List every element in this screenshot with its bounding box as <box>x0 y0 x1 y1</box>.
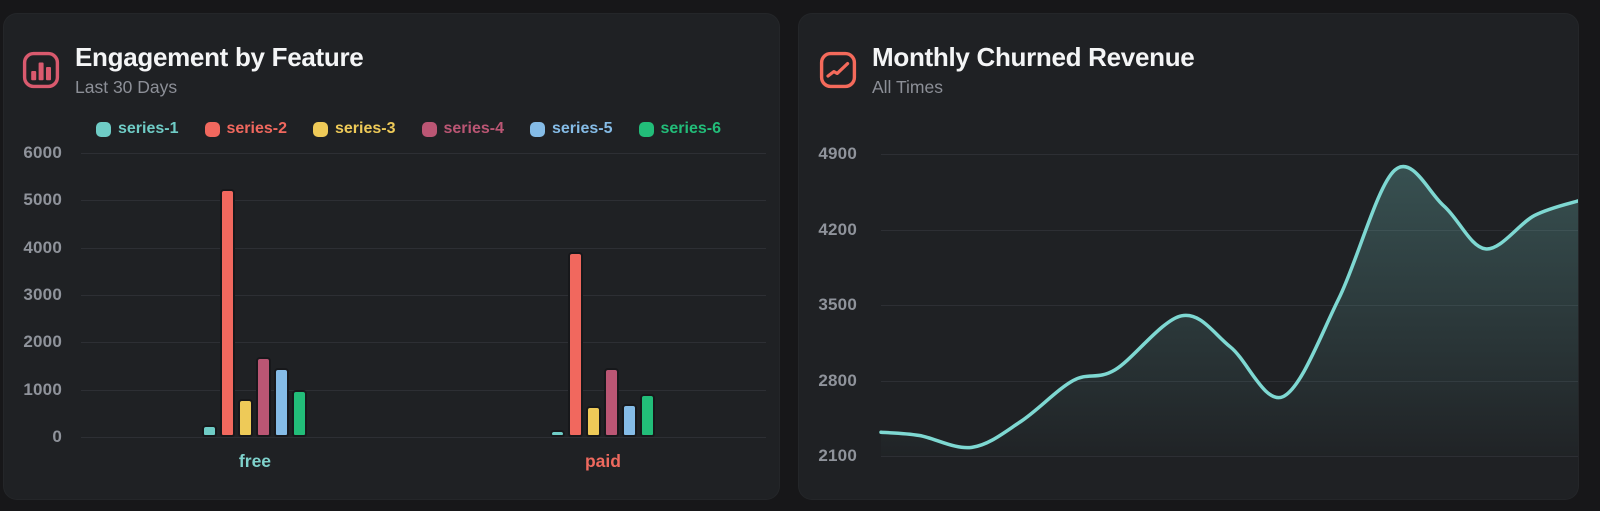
bar-series-6-free[interactable] <box>292 389 308 437</box>
y-axis-labels: 0 1000 2000 3000 4000 5000 6000 <box>4 143 62 446</box>
bar-series-2-free[interactable] <box>220 188 236 437</box>
revenue-area-chart <box>879 164 1578 456</box>
bar-series-5-free[interactable] <box>274 368 290 437</box>
legend: series-1 series-2 series-3 series-4 series-5… <box>96 120 721 138</box>
legend-label: series-5 <box>552 120 613 137</box>
churned-revenue-card-titles: Monthly Churned Revenue All Times <box>872 42 1195 98</box>
card-subtitle: All Times <box>872 76 943 97</box>
card-subtitle: Last 30 Days <box>75 76 178 97</box>
legend-swatch-series-6 <box>638 121 654 137</box>
legend-item-series-3[interactable]: series-3 <box>313 120 396 138</box>
card-title: Monthly Churned Revenue <box>872 42 1195 72</box>
bar-series-2-paid[interactable] <box>568 252 584 437</box>
y-axis-labels: 2100 2800 3500 4200 4900 <box>799 144 857 465</box>
bar-plot[interactable]: free paid <box>81 153 766 471</box>
gridline-5000 <box>81 200 766 202</box>
legend-label: series-3 <box>335 120 396 137</box>
churned-revenue-card-header: Monthly Churned Revenue All Times <box>819 42 1195 98</box>
card-title: Engagement by Feature <box>75 42 364 72</box>
y-tick-label: 4900 <box>818 144 857 163</box>
legend-item-series-5[interactable]: series-5 <box>530 120 613 138</box>
gridline-0 <box>81 437 766 438</box>
legend-swatch-series-2 <box>204 121 220 137</box>
y-tick-label: 0 <box>52 427 62 446</box>
bar-series-1-free[interactable] <box>202 425 218 437</box>
gridline-3500 <box>881 305 1578 306</box>
bar-series-4-free[interactable] <box>256 356 272 437</box>
gridline-2100 <box>881 456 1578 457</box>
legend-item-series-6[interactable]: series-6 <box>638 120 722 138</box>
legend-label: series-6 <box>660 120 722 137</box>
gridline-2000 <box>81 342 766 344</box>
legend-item-series-4[interactable]: series-4 <box>421 120 505 138</box>
gridline-4000 <box>81 247 766 249</box>
engagement-card-titles: Engagement by Feature Last 30 Days <box>75 42 364 98</box>
legend-label: series-2 <box>226 120 288 137</box>
legend-swatch-series-4 <box>421 121 437 137</box>
y-tick-label: 3000 <box>23 285 62 304</box>
legend-swatch-series-1 <box>96 121 111 137</box>
legend-label: series-4 <box>443 120 505 137</box>
churned-revenue-card: Monthly Churned Revenue All Times 2100 28… <box>798 13 1579 500</box>
bar-series-6-paid[interactable] <box>640 394 656 437</box>
engagement-card: Engagement by Feature Last 30 Days serie… <box>3 13 780 500</box>
legend-swatch-series-5 <box>530 121 545 137</box>
y-tick-label: 6000 <box>23 143 62 162</box>
legend-item-series-1[interactable]: series-1 <box>96 120 179 138</box>
bar-series-4-paid[interactable] <box>604 368 620 437</box>
bar-series-3-paid[interactable] <box>586 406 602 437</box>
y-tick-label: 3500 <box>818 295 857 314</box>
area-fill <box>881 166 1578 456</box>
legend-swatch-series-3 <box>313 121 328 137</box>
area-plot[interactable] <box>879 154 1578 457</box>
gridline-6000 <box>81 153 766 154</box>
engagement-card-header: Engagement by Feature Last 30 Days <box>22 42 364 98</box>
x-category-label-paid: paid <box>584 451 621 471</box>
x-category-label-free: free <box>238 451 272 471</box>
gridline-3000 <box>81 295 766 296</box>
bar-series-5-paid[interactable] <box>622 403 638 437</box>
y-tick-label: 4200 <box>818 219 857 239</box>
y-tick-label: 2100 <box>818 446 857 465</box>
y-tick-label: 2000 <box>23 332 62 352</box>
bar-series-1-paid[interactable] <box>550 429 566 437</box>
bar-series-3-free[interactable] <box>238 399 254 437</box>
bar-chart-icon <box>22 51 60 89</box>
line-chart-icon <box>819 51 857 89</box>
gridline-4900 <box>881 154 1578 155</box>
y-tick-label: 2800 <box>818 370 857 390</box>
trend-line <box>879 164 1578 450</box>
gridline-4200 <box>881 229 1578 231</box>
gridline-1000 <box>81 389 766 391</box>
y-tick-label: 4000 <box>23 237 62 257</box>
y-tick-label: 5000 <box>23 190 62 210</box>
legend-label: series-1 <box>118 120 179 137</box>
y-tick-label: 1000 <box>23 379 62 399</box>
legend-item-series-2[interactable]: series-2 <box>204 120 288 138</box>
